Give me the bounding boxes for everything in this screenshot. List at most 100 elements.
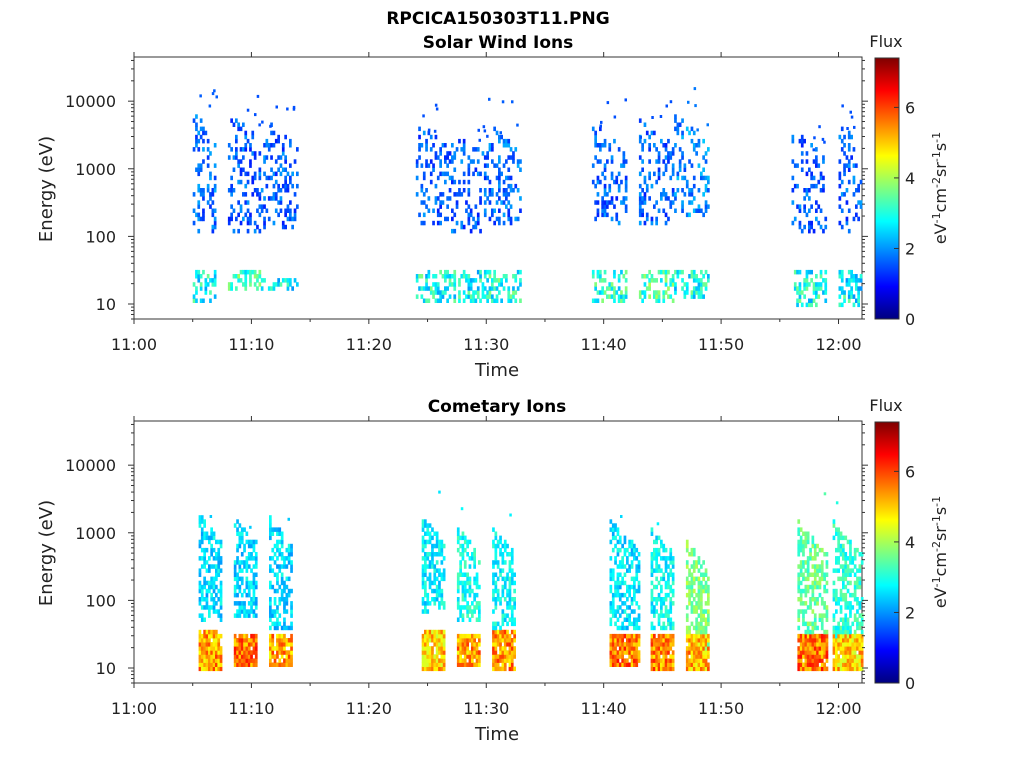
flux-pixel [662, 576, 666, 582]
flux-pixel [630, 642, 634, 647]
flux-pixel [253, 269, 257, 275]
flux-pixel [697, 597, 701, 602]
flux-pixel [609, 576, 613, 582]
flux-pixel [200, 638, 204, 643]
colorbar-tick-label: 6 [905, 462, 915, 481]
flux-pixel [426, 556, 430, 561]
flux-pixel [206, 274, 210, 279]
flux-pixel [200, 527, 204, 532]
flux-pixel [514, 183, 518, 189]
flux-pixel [667, 216, 670, 222]
flux-pixel [637, 568, 641, 573]
flux-pixel [657, 666, 661, 672]
flux-pixels [192, 87, 863, 308]
flux-pixel [440, 588, 444, 594]
flux-pixel [811, 609, 815, 614]
flux-pixel [655, 666, 658, 672]
flux-pixel [839, 543, 843, 549]
flux-pixel [461, 617, 465, 622]
flux-pixel [611, 605, 615, 610]
flux-pixel [838, 220, 842, 226]
flux-pixel [507, 298, 511, 303]
flux-pixel [797, 650, 801, 655]
flux-pixel [846, 638, 850, 643]
flux-pixel [435, 543, 439, 549]
flux-pixel [244, 282, 248, 287]
flux-pixel [502, 274, 506, 279]
flux-pixel [835, 609, 838, 614]
flux-pixel [641, 212, 644, 218]
flux-pixel [476, 147, 480, 152]
flux-pixel [441, 274, 445, 279]
flux-pixel [473, 592, 476, 598]
flux-pixel [426, 666, 430, 672]
flux-pixel [707, 609, 710, 614]
flux-pixel [258, 167, 262, 172]
flux-pixel [664, 662, 668, 667]
y-tick-label: 1000 [75, 160, 116, 179]
flux-pixel [835, 633, 838, 639]
flux-pixel [702, 138, 705, 144]
flux-pixel [688, 159, 691, 164]
flux-pixel [855, 212, 858, 218]
flux-pixel [195, 290, 198, 295]
flux-pixel [442, 654, 446, 659]
flux-pixel [227, 143, 231, 148]
flux-pixel [494, 560, 498, 565]
flux-pixel [842, 629, 845, 635]
flux-pixel [213, 216, 217, 222]
flux-pixel [494, 633, 498, 639]
flux-pixel [697, 290, 701, 295]
flux-pixel [258, 192, 262, 197]
flux-pixel [857, 294, 860, 299]
flux-pixel [849, 605, 852, 610]
flux-pixel [853, 642, 857, 647]
flux-pixel [453, 192, 457, 197]
flux-pixel [683, 294, 687, 299]
flux-pixel [461, 531, 465, 536]
flux-pixel [648, 147, 651, 152]
flux-pixel [435, 658, 439, 663]
flux-pixel [247, 564, 251, 569]
flux-pixel [212, 646, 216, 651]
flux-pixel [249, 143, 252, 148]
flux-pixel [249, 525, 252, 529]
flux-pixel [245, 609, 249, 614]
flux-pixel [804, 543, 808, 549]
panel-solar-wind-ions: Solar Wind Ions 11:00 11:10 11:20 11:30 11:4… [36, 32, 950, 381]
flux-pixel [235, 286, 238, 291]
flux-pixel [655, 220, 658, 226]
flux-pixel [617, 294, 621, 299]
flux-pixel [616, 617, 620, 622]
flux-pixel [424, 564, 427, 569]
flux-pixel [614, 642, 617, 647]
flux-pixel [623, 592, 627, 598]
flux-pixel [195, 126, 198, 132]
flux-pixel [210, 633, 213, 639]
flux-pixel [281, 143, 285, 148]
flux-pixel [843, 163, 846, 168]
flux-pixel [444, 171, 447, 177]
flux-pixel [657, 552, 661, 557]
flux-pixel [638, 212, 642, 218]
flux-pixel [603, 167, 607, 172]
flux-pixel [474, 204, 478, 209]
flux-pixel [648, 175, 651, 181]
flux-pixel [435, 646, 439, 651]
flux-pixel [475, 601, 479, 606]
flux-pixel [442, 605, 446, 610]
flux-pixel [269, 568, 272, 573]
flux-pixel [860, 597, 864, 602]
flux-pixel [208, 588, 211, 594]
flux-pixel [628, 584, 631, 590]
flux-pixel [473, 638, 476, 643]
flux-pixel [434, 274, 438, 279]
flux-pixel [240, 580, 244, 586]
flux-pixel [803, 294, 806, 299]
flux-pixel [622, 274, 626, 279]
flux-pixel [499, 633, 502, 639]
flux-pixel [509, 147, 513, 152]
flux-pixel [424, 588, 427, 594]
flux-pixel [660, 597, 663, 602]
flux-pixel [653, 171, 656, 177]
